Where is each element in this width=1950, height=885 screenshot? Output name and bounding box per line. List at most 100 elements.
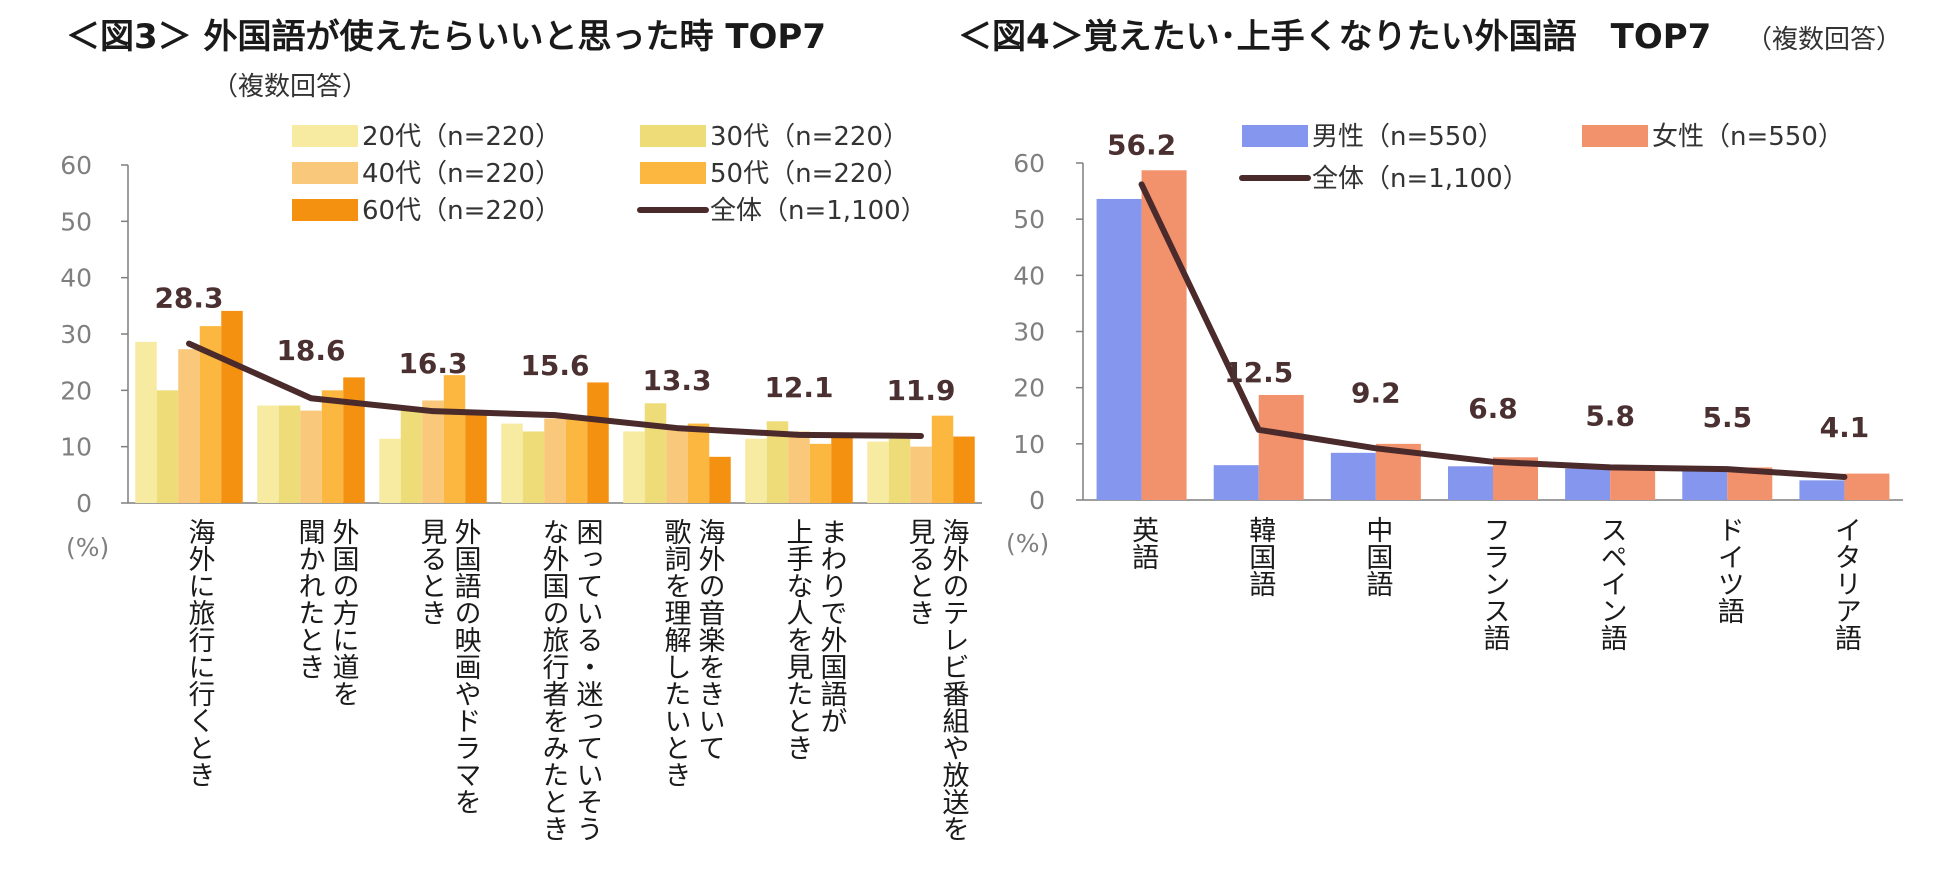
fig4-total-value-label: 5.5 — [1702, 401, 1752, 434]
fig4-bar-male — [1330, 452, 1376, 500]
fig4-total-value-label: 4.1 — [1820, 411, 1870, 444]
fig4-y-tick-label: 20 — [1013, 374, 1045, 403]
fig3-total-value-label: 11.9 — [886, 374, 955, 407]
fig3-category-label: な外国の旅行者をみたとき — [538, 518, 570, 842]
fig4-category-label: フランス語 — [1479, 516, 1510, 651]
fig4-y-tick-label: 10 — [1013, 430, 1045, 459]
fig3-bar-age30 — [888, 438, 911, 503]
fig3-bar-age50 — [199, 326, 222, 503]
fig3-bar-age30 — [522, 431, 545, 503]
fig3-bar-age30 — [766, 421, 789, 503]
fig3-bar-age50 — [565, 415, 588, 503]
fig3-bar-age60 — [831, 436, 853, 503]
fig3-bar-age60 — [587, 382, 609, 503]
fig3-bar-age50 — [443, 375, 466, 503]
fig4-title: ＜図4＞覚えたい･上手くなりたい外国語 TOP7 — [958, 17, 1711, 57]
fig3-bar-age40 — [544, 418, 566, 503]
fig4-subtitle: （複数回答） — [1746, 25, 1902, 55]
fig3-bar-age30 — [278, 405, 301, 503]
fig3-bar-age30 — [156, 390, 179, 503]
fig3-legend-label: 30代（n=220） — [710, 122, 909, 152]
fig3-bar-age20 — [501, 423, 523, 503]
fig4-category-label: イタリア語 — [1830, 516, 1861, 651]
fig3-category-label: 外国の方に道を — [328, 518, 359, 707]
fig4-total-value-label: 56.2 — [1107, 128, 1176, 161]
fig4-y-tick-label: 0 — [1029, 486, 1045, 515]
fig4-legend-swatch-male — [1242, 125, 1308, 147]
fig3-y-tick-label: 20 — [60, 376, 92, 405]
fig4-category-label: ドイツ語 — [1713, 516, 1744, 624]
fig3-bar-age50 — [931, 415, 954, 503]
fig4-legend-label: 全体（n=1,100） — [1312, 164, 1529, 194]
fig4-bar-male — [1448, 466, 1493, 500]
fig3-y-tick-label: 40 — [60, 264, 92, 293]
fig3-total-value-label: 15.6 — [520, 349, 589, 382]
fig3-category-label: 歌詞を理解したいとき — [660, 518, 692, 788]
fig3-bar-age60 — [709, 456, 731, 503]
fig3-y-unit-label: (%) — [66, 533, 109, 562]
fig3-category-label: 見るとき — [416, 518, 447, 626]
fig3-y-tick-label: 0 — [76, 489, 92, 518]
fig4-y-tick-label: 50 — [1013, 205, 1045, 234]
fig3-bar-age20 — [745, 438, 767, 503]
fig3-bar-age30 — [400, 410, 423, 503]
fig4-bar-female — [1258, 394, 1304, 500]
fig4-y-tick-label: 60 — [1013, 149, 1045, 178]
fig4-total-value-label: 6.8 — [1468, 392, 1518, 425]
fig3-legend-label: 40代（n=220） — [362, 159, 561, 189]
fig3-bar-age40 — [910, 446, 932, 503]
fig3-total-value-label: 12.1 — [764, 371, 833, 404]
fig4-bar-male — [1213, 465, 1259, 500]
fig3-category-label: まわりで外国語が — [816, 518, 847, 734]
fig3-bar-age50 — [809, 443, 832, 503]
fig3-total-value-label: 28.3 — [154, 282, 223, 315]
chart-fig3: 0 10 20 30 40 50 60 (%) 28.3 18.6 16.3 15.6 13.3 12.1… — [60, 122, 982, 842]
fig3-category-label: 上手な人を見たとき — [782, 518, 813, 761]
fig4-y-tick-label: 30 — [1013, 318, 1045, 347]
fig3-bar-age40 — [178, 349, 200, 503]
fig4-total-line — [1138, 181, 1848, 480]
fig3-y-tick-label: 60 — [60, 151, 92, 180]
fig3-y-tick-label: 50 — [60, 207, 92, 236]
fig3-bar-age60 — [343, 377, 365, 503]
fig3-subtitle: （複数回答） — [212, 72, 368, 102]
fig3-legend-swatch-age30 — [640, 125, 706, 147]
fig3-category-label: 外国語の映画やドラマを — [450, 518, 481, 815]
fig3-legend-label: 全体（n=1,100） — [710, 196, 927, 226]
fig4-bar-male — [1096, 198, 1142, 501]
fig3-category-label: 聞かれたとき — [294, 518, 325, 680]
fig3-y-tick-label: 10 — [60, 433, 92, 462]
fig3-bar-age40 — [788, 431, 810, 503]
fig3-legend-swatch-age20 — [292, 125, 358, 147]
fig3-category-label: 困っている・迷っていそう — [572, 518, 604, 842]
fig4-bar-male — [1565, 468, 1611, 500]
fig3-bar-age60 — [221, 310, 243, 503]
fig3-legend-label: 50代（n=220） — [710, 159, 909, 189]
fig3-bar-age20 — [379, 438, 401, 503]
fig3-bar-age50 — [687, 423, 710, 503]
chart-fig4: 0 10 20 30 40 50 60 (%) 56.2 12.5 9.2 6.8 5.8 5.5 4.1 英… — [1006, 122, 1903, 651]
fig4-legend-label: 男性（n=550） — [1312, 122, 1504, 152]
fig3-total-value-label: 16.3 — [398, 347, 467, 380]
fig3-title: ＜図3＞ 外国語が使えたらいいと思った時 TOP7 — [66, 17, 826, 57]
fig4-category-label: スペイン語 — [1596, 516, 1627, 651]
fig3-category-label: 海外に旅行に行くとき — [184, 518, 216, 788]
fig3-category-label: 海外のテレビ番組や放送を — [938, 518, 970, 842]
fig3-bar-age20 — [257, 405, 279, 503]
fig4-total-value-label: 12.5 — [1224, 356, 1293, 389]
fig4-bar-male — [1682, 471, 1728, 500]
fig4-y-unit-label: (%) — [1006, 529, 1049, 558]
fig4-legend-label: 女性（n=550） — [1652, 122, 1844, 152]
fig3-bar-age50 — [321, 390, 344, 503]
fig4-category-label: 韓国語 — [1244, 516, 1275, 597]
fig3-bar-age20 — [135, 341, 157, 503]
fig3-bar-age60 — [953, 436, 975, 503]
fig3-legend-label: 60代（n=220） — [362, 196, 561, 226]
fig3-total-value-label: 18.6 — [276, 334, 345, 367]
fig4-y-tick-label: 40 — [1013, 261, 1045, 290]
fig3-legend-label: 20代（n=220） — [362, 122, 561, 152]
fig4-legend-swatch-female — [1582, 125, 1648, 147]
fig3-bar-age20 — [623, 431, 645, 503]
fig4-total-value-label: 5.8 — [1585, 399, 1635, 432]
